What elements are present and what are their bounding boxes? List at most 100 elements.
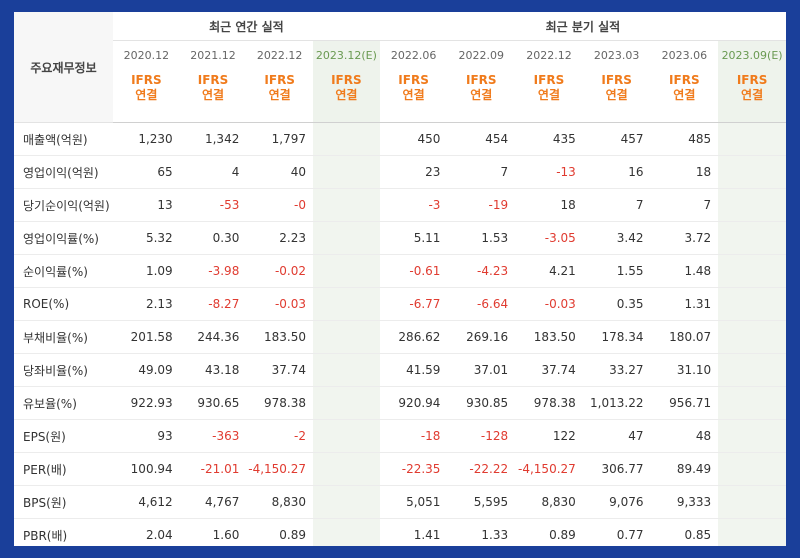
cell-annual-3 <box>313 287 380 321</box>
cell-quarter-4: 0.85 <box>650 518 719 546</box>
ifrs-label: IFRS <box>131 73 162 87</box>
cell-quarter-2: -4,150.27 <box>515 452 583 486</box>
consolidated-label: 연결 <box>268 88 291 102</box>
cell-quarter-4: 48 <box>650 419 719 453</box>
row-label: EPS(원) <box>14 419 113 453</box>
ifrs-label: IFRS <box>465 73 497 87</box>
table-row: ROE(%) 2.13 -8.27 -0.03 -6.77 -6.64 -0.03 0.35 1… <box>14 287 786 321</box>
cell-quarter-2: 8,830 <box>515 485 583 519</box>
row-label: 영업이익(억원) <box>14 155 113 189</box>
cell-quarter-4: 18 <box>650 155 719 189</box>
cell-quarter-3: 3.42 <box>582 221 651 255</box>
accounting-header-annual-0: IFRS 연결 <box>113 70 180 123</box>
cell-quarter-0: -0.61 <box>379 254 448 288</box>
cell-quarter-1: -22.22 <box>447 452 516 486</box>
row-label: 매출액(억원) <box>14 122 113 156</box>
cell-quarter-0: -22.35 <box>379 452 448 486</box>
period-header-quarter-4: 2023.06 <box>661 49 708 62</box>
cell-annual-3 <box>313 518 380 546</box>
row-label: 당좌비율(%) <box>14 353 113 387</box>
cell-quarter-2: -3.05 <box>515 221 583 255</box>
cell-annual-0: 201.58 <box>113 320 180 354</box>
cell-quarter-0: -6.77 <box>379 287 448 321</box>
row-label: 영업이익률(%) <box>14 221 113 255</box>
table-row: 당좌비율(%) 49.09 43.18 37.74 41.59 37.01 37.74 33.… <box>14 353 786 387</box>
cell-annual-0: 2.13 <box>113 287 180 321</box>
cell-quarter-0: 41.59 <box>379 353 448 387</box>
cell-quarter-2: 0.89 <box>515 518 583 546</box>
cell-quarter-4: 9,333 <box>650 485 719 519</box>
ifrs-label: IFRS <box>736 73 768 87</box>
period-header-row: 2020.12 2021.12 2022.12 2023.12(E) 2022.06 20… <box>14 40 786 70</box>
accounting-header-annual-3: IFRS 연결 <box>313 70 380 123</box>
table-row: EPS(원) 93 -363 -2 -18 -128 122 47 48 <box>14 419 786 453</box>
cell-annual-1: -53 <box>179 188 247 222</box>
cell-annual-1: 1.60 <box>179 518 247 546</box>
cell-quarter-3: 33.27 <box>582 353 651 387</box>
row-label: ROE(%) <box>14 287 113 321</box>
table-row: 매출액(억원) 1,230 1,342 1,797 450 454 435 457 485 <box>14 122 786 156</box>
accounting-header-quarter-2: IFRS 연결 <box>515 70 583 123</box>
row-label: PBR(배) <box>14 518 113 546</box>
annual-group-title: 최근 연간 실적 <box>113 12 380 41</box>
period-header-annual-2: 2022.12 <box>256 49 303 62</box>
cell-quarter-4: 3.72 <box>650 221 719 255</box>
row-label: 부채비율(%) <box>14 320 113 354</box>
consolidated-label: 연결 <box>470 88 493 102</box>
cell-annual-3 <box>313 419 380 453</box>
cell-annual-1: 244.36 <box>179 320 247 354</box>
consolidated-label: 연결 <box>673 88 696 102</box>
cell-quarter-2: -13 <box>515 155 583 189</box>
cell-annual-3 <box>313 320 380 354</box>
cell-annual-0: 1,230 <box>113 122 180 156</box>
table-row: 영업이익률(%) 5.32 0.30 2.23 5.11 1.53 -3.05 3.42 3.7… <box>14 221 786 255</box>
main-header-label: 주요재무정보 <box>14 12 113 123</box>
cell-annual-1: 0.30 <box>179 221 247 255</box>
row-label: 유보율(%) <box>14 386 113 420</box>
cell-quarter-1: -19 <box>447 188 516 222</box>
cell-annual-0: 4,612 <box>113 485 180 519</box>
cell-annual-2: 1,797 <box>246 122 314 156</box>
cell-quarter-0: -3 <box>379 188 448 222</box>
cell-quarter-3: 16 <box>582 155 651 189</box>
cell-quarter-3: 9,076 <box>582 485 651 519</box>
cell-quarter-3: 1.55 <box>582 254 651 288</box>
cell-quarter-1: -6.64 <box>447 287 516 321</box>
table-row: PER(배) 100.94 -21.01 -4,150.27 -22.35 -22.22-… <box>14 452 786 486</box>
cell-annual-1: 930.65 <box>179 386 247 420</box>
cell-annual-0: 49.09 <box>113 353 180 387</box>
ifrs-label: IFRS <box>331 73 362 87</box>
financial-table: 주요재무정보 최근 연간 실적 최근 분기 실적 2020.12 2021.12 2… <box>14 12 786 546</box>
table-row: 당기순이익(억원) 13 -53 -0 -3 -19 18 7 7 <box>14 188 786 222</box>
cell-annual-2: -0.03 <box>246 287 314 321</box>
accounting-header-quarter-5: IFRS 연결 <box>718 70 786 123</box>
period-header-quarter-5: 2023.09(E) <box>718 40 786 70</box>
row-label: PER(배) <box>14 452 113 486</box>
cell-quarter-5 <box>718 320 786 354</box>
table-row: 유보율(%) 922.93 930.65 978.38 920.94 930.85 978.… <box>14 386 786 420</box>
cell-annual-0: 93 <box>113 419 180 453</box>
accounting-header-quarter-0: IFRS 연결 <box>379 70 448 123</box>
cell-quarter-0: 5.11 <box>379 221 448 255</box>
quarter-group-title: 최근 분기 실적 <box>379 12 786 41</box>
cell-annual-3 <box>313 221 380 255</box>
cell-annual-3 <box>313 122 380 156</box>
cell-annual-3 <box>313 254 380 288</box>
cell-quarter-3: 0.35 <box>582 287 651 321</box>
cell-annual-2: -0.02 <box>246 254 314 288</box>
cell-annual-0: 2.04 <box>113 518 180 546</box>
cell-annual-3 <box>313 353 380 387</box>
cell-annual-3 <box>313 188 380 222</box>
cell-quarter-4: 1.48 <box>650 254 719 288</box>
period-header-quarter-2: 2022.12 <box>526 49 572 62</box>
cell-annual-0: 922.93 <box>113 386 180 420</box>
cell-annual-1: -363 <box>179 419 247 453</box>
cell-quarter-5 <box>718 485 786 519</box>
accounting-header-quarter-3: IFRS 연결 <box>582 70 651 123</box>
consolidated-label: 연결 <box>537 88 560 102</box>
cell-quarter-2: 435 <box>515 122 583 156</box>
cell-quarter-3: 47 <box>582 419 651 453</box>
cell-quarter-1: -128 <box>447 419 516 453</box>
cell-quarter-5 <box>718 254 786 288</box>
cell-quarter-0: 450 <box>379 122 448 156</box>
